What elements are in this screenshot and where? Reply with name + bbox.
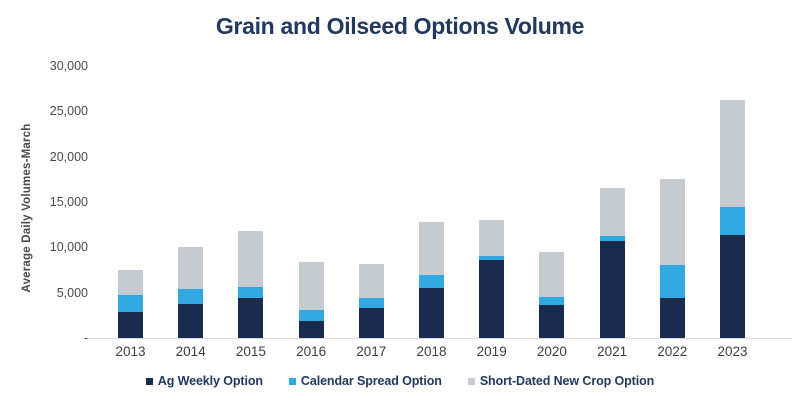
x-axis-label: 2017 [356,344,387,359]
bar-2022 [659,66,685,338]
bar-segment [599,187,625,237]
bar-segment [659,179,685,266]
bar-segment [539,297,565,306]
bar-segment [539,251,565,298]
bar-segment [539,305,565,338]
legend-swatch [288,377,296,385]
x-axis-label: 2023 [717,344,748,359]
bar-segment [238,287,264,299]
bar-segment [599,236,625,241]
bar-segment [298,309,324,321]
bar-segment [659,298,685,338]
legend-item: Ag Weekly Option [145,374,263,388]
legend-label: Short-Dated New Crop Option [479,374,655,388]
bar-segment [599,241,625,338]
legend-swatch [467,377,475,385]
legend: Ag Weekly Option Calendar Spread Option Sh… [0,374,800,388]
chart-title: Grain and Oilseed Options Volume [215,13,585,39]
x-axis-label: 2019 [476,344,507,359]
bar-segment [118,270,143,296]
legend-item: Calendar Spread Option [288,374,442,388]
y-tick-label: 25,000 [49,104,88,119]
bar-segment [358,308,384,338]
bar-2020 [539,66,565,338]
bar-2019 [479,66,505,338]
y-tick-label: 30,000 [49,59,88,73]
bar-segment [720,234,745,338]
bar-segment [720,207,745,235]
x-axis-label: 2022 [657,344,688,359]
bar-2018 [419,66,444,338]
bar-2021 [599,66,625,338]
bar-2013 [118,66,143,338]
bar-2014 [178,66,204,338]
legend-swatch [145,377,153,385]
x-axis-label: 2014 [175,344,206,359]
x-axis-label: 2021 [597,344,628,359]
bar-segment [659,265,685,299]
bar-segment [178,289,204,304]
bar-2017 [358,66,384,338]
y-tick-label: 5,000 [56,285,88,300]
bar-segment [118,295,143,312]
bar-segment [298,261,324,310]
x-axis-label: 2020 [536,344,567,359]
bar-segment [358,263,384,299]
y-tick-label: 15,000 [49,195,88,209]
bar-segment [419,288,444,338]
legend-item: Short-Dated New Crop Option [467,374,655,388]
bar-segment [720,99,745,208]
x-axis-label: 2013 [115,344,146,359]
bar-segment [298,320,324,338]
bar-segment [238,231,264,288]
x-axis-label: 2015 [235,344,266,359]
bar-segment [479,260,505,338]
legend-label: Calendar Spread Option [300,374,442,388]
x-axis-label: 2016 [296,344,327,359]
bar-segment [419,274,444,289]
bar-2015 [238,66,264,338]
bar-2016 [298,66,324,338]
bar-segment [358,298,384,309]
bar-segment [178,303,204,338]
bar-segment [238,298,264,338]
bar-segment [118,311,143,338]
bar-segment [178,247,204,290]
bar-segment [479,220,505,256]
legend-label: Ag Weekly Option [157,374,263,388]
x-axis-label: 2018 [416,344,447,359]
y-tick-label: 20,000 [49,149,88,164]
y-axis-title: Average Daily Volumes-March [21,123,33,293]
x-axis-line [88,338,792,339]
bar-2023 [720,66,745,338]
bar-segment [419,221,444,275]
bar-segment [479,255,505,261]
y-tick-label: 10,000 [49,240,88,255]
